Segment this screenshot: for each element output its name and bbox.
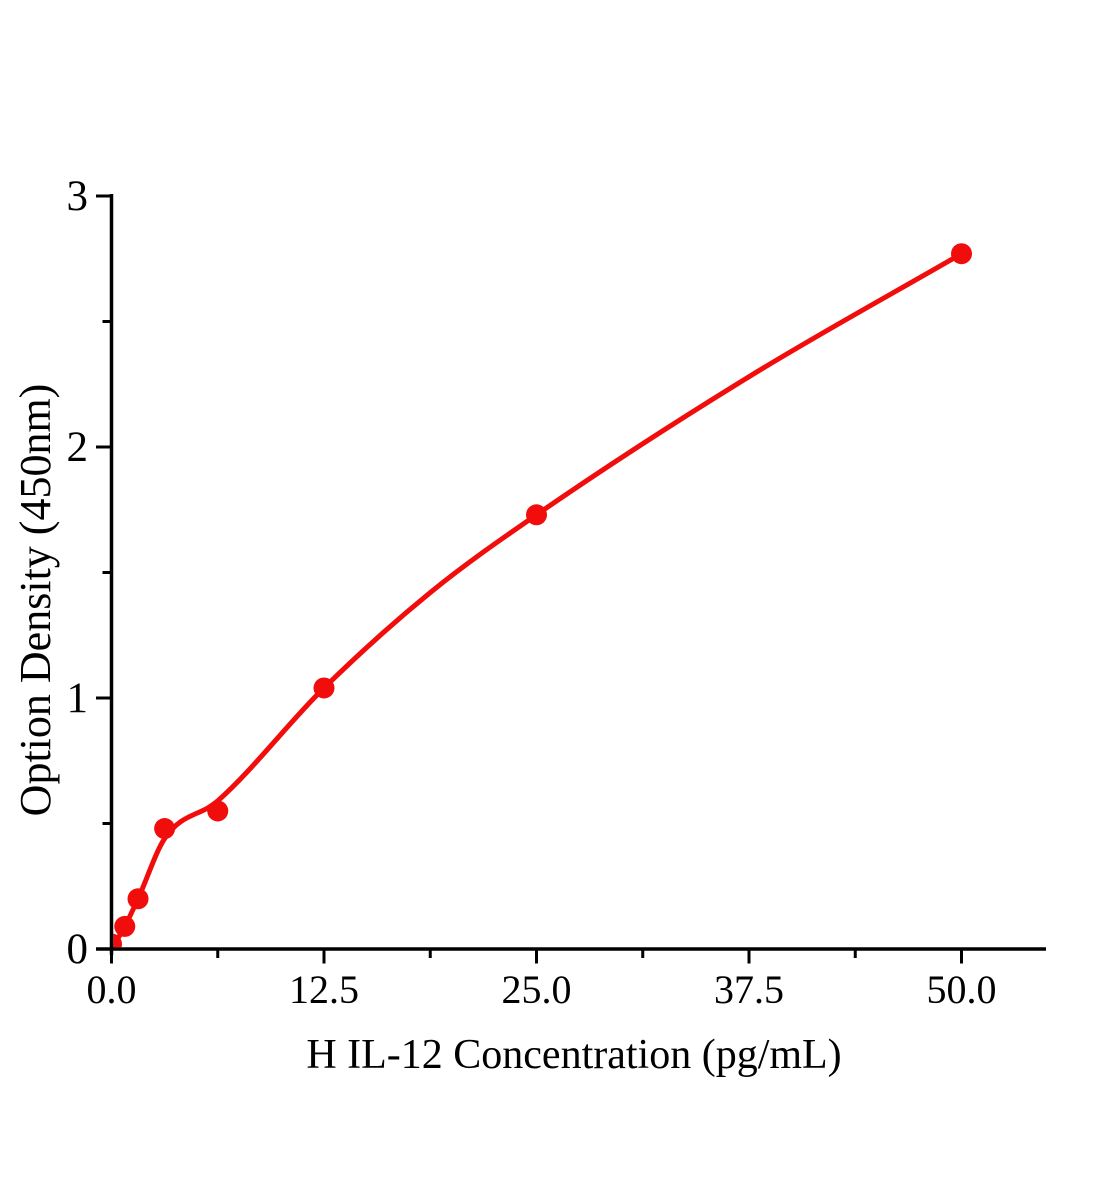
x-axis-title: H IL-12 Concentration (pg/mL) <box>306 1032 841 1078</box>
data-point <box>154 818 176 840</box>
series-layer <box>113 243 972 948</box>
y-axis-title: Option Density (450nm) <box>11 384 60 817</box>
data-point <box>951 243 972 265</box>
data-point <box>113 933 122 948</box>
y-tick-label: 2 <box>67 424 89 471</box>
x-tick-label: 12.5 <box>289 967 359 1012</box>
data-point <box>114 915 136 937</box>
data-point <box>127 888 149 910</box>
x-tick-label: 25.0 <box>502 967 572 1012</box>
ticks-layer <box>96 194 963 964</box>
fit-curve <box>113 251 963 948</box>
tick-labels-layer: 0.0 12.5 25.0 37.5 50.0 0 1 2 3 <box>67 173 997 1012</box>
data-point <box>313 677 335 699</box>
x-tick-label: 0.0 <box>87 967 137 1012</box>
x-tick-label: 37.5 <box>714 967 784 1012</box>
x-tick-label: 50.0 <box>927 967 997 1012</box>
y-tick-label: 3 <box>67 173 89 220</box>
y-tick-label: 1 <box>67 675 89 722</box>
data-point <box>526 504 547 526</box>
axes-layer <box>96 194 1046 955</box>
data-point <box>207 800 229 822</box>
y-tick-label: 0 <box>67 926 89 973</box>
